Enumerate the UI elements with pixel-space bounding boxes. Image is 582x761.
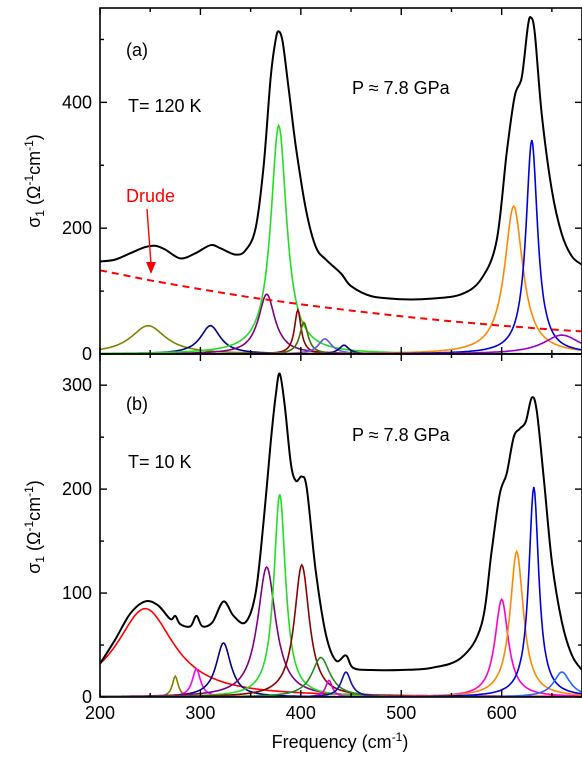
- panel-a-ylabel: σ1 (Ω-1cm-1): [22, 134, 47, 228]
- panel-a-oscillator-10: [100, 139, 582, 354]
- panel-a-oscillator-2: [100, 324, 582, 354]
- svg-text:Frequency (cm-1): Frequency (cm-1): [272, 730, 409, 752]
- x-tick-label: 600: [487, 703, 517, 723]
- drude-annotation: Drude: [126, 186, 175, 206]
- panel-a-label: (a): [126, 40, 148, 60]
- panel-b-oscillator-6: [100, 494, 582, 697]
- panel-b-ylabel: σ1 (Ω-1cm-1): [22, 480, 47, 574]
- panel-b-frame: [99, 353, 582, 698]
- panel-b-temperature: T= 10 K: [128, 452, 192, 472]
- svg-text:σ1 (Ω-1cm-1): σ1 (Ω-1cm-1): [22, 480, 47, 574]
- panel-a-oscillator-3: [100, 293, 582, 354]
- panel-b-oscillator-13: [100, 486, 582, 697]
- panel-a-total-curve: [100, 16, 582, 301]
- panel-b-ytick-label: 200: [62, 479, 92, 499]
- panel-a-oscillator-8: [100, 344, 582, 354]
- panel-a-pressure: P ≈ 7.8 GPa: [352, 78, 451, 98]
- x-tick-label: 300: [185, 703, 215, 723]
- panel-a-oscillator-4: [100, 123, 582, 354]
- panel-b-ticks: 0 100 200 300 200 300 400 500 600: [62, 354, 582, 723]
- panel-b-oscillator-10: [100, 671, 582, 697]
- panel-a-oscillator-7: [100, 338, 582, 354]
- panel-a: 0 200 400 (a) T= 120 K P ≈ 7.8 GPa Drude σ…: [22, 7, 582, 364]
- panel-b-ytick-label: 300: [62, 375, 92, 395]
- panel-b-oscillator-12: [100, 549, 582, 697]
- drude-curve: [100, 269, 582, 333]
- panel-a-ytick-label: 400: [62, 92, 92, 112]
- panel-b-ytick-label: 0: [82, 687, 92, 707]
- panel-a-oscillator-9: [100, 204, 582, 354]
- panel-b-oscillator-2: [100, 674, 582, 697]
- panel-a-temperature: T= 120 K: [128, 96, 202, 116]
- panel-b-pressure: P ≈ 7.8 GPa: [352, 425, 451, 445]
- x-axis-label: Frequency (cm-1): [272, 730, 409, 752]
- x-tick-label: 400: [286, 703, 316, 723]
- panel-b-series: [100, 372, 582, 697]
- drude-arrow: [146, 208, 156, 274]
- panel-b: 0 100 200 300 200 300 400 500 600 (b) T= 10 K P …: [22, 353, 582, 752]
- panel-b-ytick-label: 100: [62, 583, 92, 603]
- panel-b-oscillator-9: [100, 679, 582, 697]
- panel-b-label: (b): [126, 394, 148, 414]
- panel-b-total-curve: [100, 372, 582, 672]
- panel-a-ytick-label: 200: [62, 218, 92, 238]
- panel-a-oscillator-1: [100, 324, 582, 354]
- svg-text:σ1 (Ω-1cm-1): σ1 (Ω-1cm-1): [22, 134, 47, 228]
- x-tick-label: 200: [85, 703, 115, 723]
- panel-a-ytick-label: 0: [82, 344, 92, 364]
- panel-b-oscillator-5: [100, 565, 582, 697]
- panel-b-oscillator-7: [100, 563, 582, 697]
- panel-a-frame: [99, 7, 582, 355]
- panel-b-plot: 0 100 200 300 200 300 400 500 600: [62, 353, 582, 723]
- x-tick-label: 500: [386, 703, 416, 723]
